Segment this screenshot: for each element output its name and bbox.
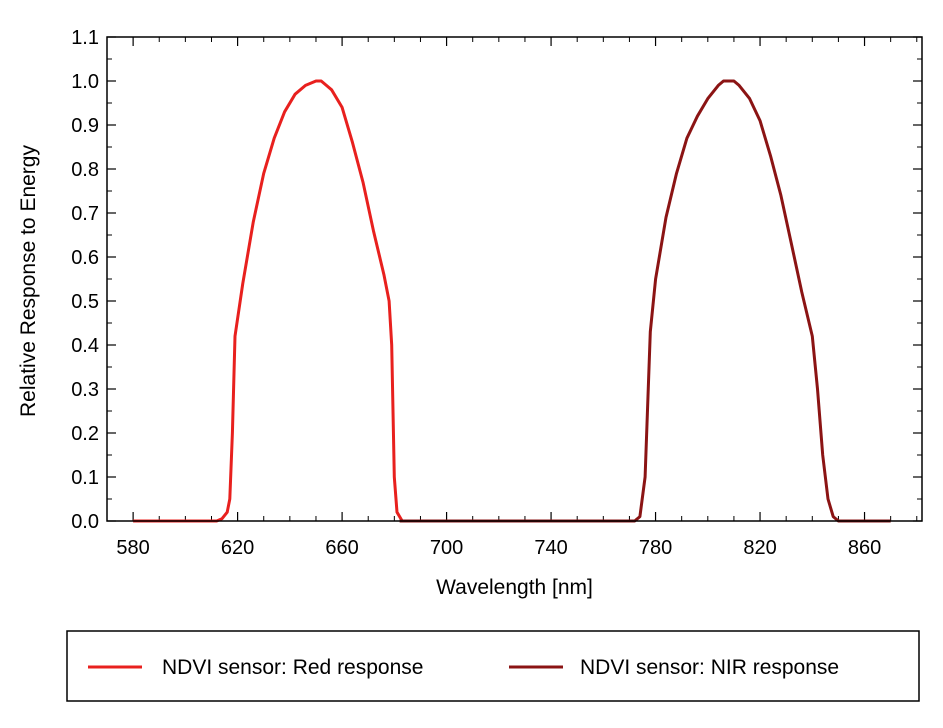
y-tick-label: 0.1 xyxy=(71,467,99,489)
x-axis-title: Wavelength [nm] xyxy=(436,576,593,599)
series-line-red-response xyxy=(133,79,635,523)
x-tick-label: 740 xyxy=(534,537,567,559)
x-tick-label: 660 xyxy=(325,537,358,559)
y-tick-label: 0.9 xyxy=(71,115,99,137)
legend: NDVI sensor: Red response NDVI sensor: N… xyxy=(66,630,920,702)
y-tick-label: 0.8 xyxy=(71,159,99,181)
y-tick-label: 1.1 xyxy=(71,27,99,49)
plot-frame xyxy=(106,36,923,522)
x-tick-label: 780 xyxy=(639,537,672,559)
x-tick-label: 620 xyxy=(221,537,254,559)
y-tick-label: 0.4 xyxy=(71,335,99,357)
y-tick-label: 0.6 xyxy=(71,247,99,269)
y-axis-title: Relative Response to Energy xyxy=(17,145,40,417)
x-tick-label: 700 xyxy=(430,537,463,559)
y-tick-label: 0.2 xyxy=(71,423,99,445)
series-line-nir-response xyxy=(399,79,891,523)
x-tick-label: 580 xyxy=(116,537,149,559)
y-tick-label: 0.5 xyxy=(71,291,99,313)
legend-box xyxy=(66,630,920,702)
x-axis-ticks: 580 620 660 700 740 780 820 860 xyxy=(106,37,918,559)
y-tick-label: 1.0 xyxy=(71,71,99,93)
x-tick-label: 860 xyxy=(848,537,881,559)
y-axis-ticks: 0.0 0.1 0.2 0.3 0.4 0.5 0.6 0.7 0.8 0.9 1.0 1.1 xyxy=(71,27,922,533)
y-tick-label: 0.7 xyxy=(71,203,99,225)
legend-label-nir-response: NDVI sensor: NIR response xyxy=(580,656,839,679)
series-layer xyxy=(133,79,891,523)
legend-label-red-response: NDVI sensor: Red response xyxy=(162,656,423,679)
x-tick-label: 820 xyxy=(743,537,776,559)
y-tick-label: 0.3 xyxy=(71,379,99,401)
y-tick-label: 0.0 xyxy=(71,511,99,533)
